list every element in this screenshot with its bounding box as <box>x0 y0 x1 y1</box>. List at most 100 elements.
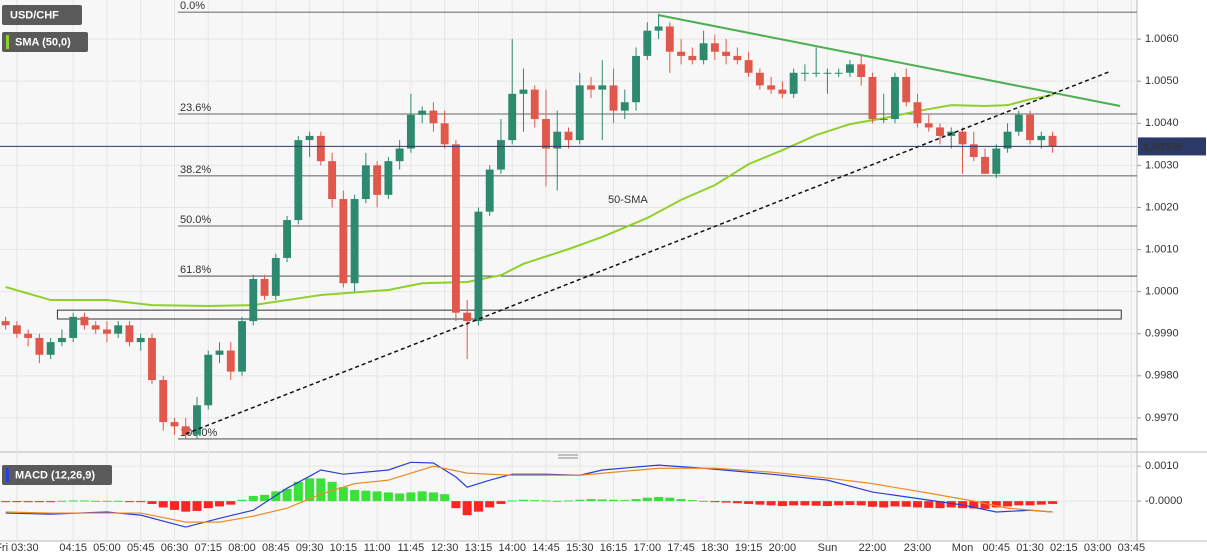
x-tick-label: 10:15 <box>330 542 358 554</box>
histogram-bar <box>609 499 619 502</box>
candle-body <box>406 114 415 149</box>
x-tick-label: 13:15 <box>465 542 493 554</box>
histogram-bar <box>158 501 168 508</box>
legend-label: USD/CHF <box>10 9 59 21</box>
histogram-bar <box>811 501 821 506</box>
histogram-bar <box>935 501 945 509</box>
candle-body <box>80 316 89 326</box>
candle-body <box>170 422 179 427</box>
support-zone <box>56 309 1122 320</box>
histogram-bar <box>800 501 810 506</box>
x-tick-label: 11:00 <box>364 542 391 554</box>
histogram-bar <box>867 501 877 507</box>
legend-swatch <box>6 35 9 49</box>
histogram-bar <box>980 501 990 509</box>
histogram-bar <box>530 500 540 502</box>
histogram-bar <box>327 481 337 502</box>
x-tick-label: 03:45 <box>1118 542 1146 554</box>
histogram-bar <box>428 492 438 502</box>
candle-body <box>755 72 764 86</box>
histogram-bar <box>12 501 22 503</box>
histogram-bar <box>147 501 157 504</box>
candle-body <box>238 321 246 372</box>
candle-body <box>485 169 494 212</box>
histogram-bar <box>822 501 832 507</box>
x-tick-label: 07:15 <box>194 542 222 554</box>
candle-body <box>936 127 944 136</box>
histogram-bar <box>91 500 101 502</box>
histogram-bar <box>845 501 855 505</box>
candle-body <box>474 211 483 322</box>
candle-body <box>294 140 303 221</box>
histogram-bar <box>169 501 179 510</box>
histogram-bar <box>102 500 112 502</box>
candle-body <box>868 76 877 120</box>
candle-body <box>902 76 911 103</box>
candle-body <box>834 72 843 74</box>
candle-body <box>1037 135 1046 141</box>
fib-label: 61.8% <box>180 264 211 276</box>
candle-body <box>361 165 370 200</box>
histogram-bar <box>406 492 416 502</box>
histogram-bar <box>687 500 697 502</box>
candle-body <box>1048 135 1057 147</box>
x-tick-label: 15:30 <box>566 542 594 554</box>
histogram-bar <box>575 499 585 502</box>
candle-body <box>688 55 697 61</box>
candle-body <box>778 89 787 94</box>
histogram-bar <box>34 501 44 503</box>
candle-body <box>193 405 201 435</box>
histogram-bar <box>451 501 461 509</box>
x-tick-label: 20:00 <box>769 542 797 554</box>
histogram-bar <box>721 501 731 503</box>
x-tick-label: 23:00 <box>904 542 932 554</box>
candle-body <box>339 199 348 284</box>
x-tick-label: Mon <box>952 542 973 554</box>
x-tick-label: 02:15 <box>1050 542 1078 554</box>
histogram-bar <box>518 499 528 502</box>
histogram-bar <box>597 499 607 502</box>
histogram-bar <box>485 501 495 508</box>
candle-body <box>620 102 629 111</box>
candle-body <box>328 161 337 200</box>
candle-body <box>148 337 156 381</box>
candle-body <box>643 30 652 56</box>
histogram-bar <box>305 478 315 502</box>
candle-body <box>857 64 866 77</box>
histogram-bar <box>1 501 11 503</box>
histogram-bar <box>710 501 720 503</box>
candle-body <box>350 199 359 284</box>
histogram-bar <box>631 499 641 502</box>
histogram-bar <box>57 500 67 502</box>
legend-box[interactable] <box>2 32 88 52</box>
trendline <box>185 71 1110 435</box>
candle-body <box>981 156 989 174</box>
histogram-bar <box>507 500 517 502</box>
legend-box[interactable] <box>2 465 112 485</box>
candle-body <box>891 76 899 120</box>
histogram-bar <box>946 501 956 508</box>
trendline <box>658 14 1121 107</box>
histogram-bar <box>136 501 146 503</box>
x-tick-label: 03:00 <box>1084 542 1112 554</box>
candle-body <box>992 148 1001 174</box>
candle-body <box>542 119 550 149</box>
candle-body <box>677 51 686 56</box>
y-tick-label: 0.9970 <box>1145 412 1179 424</box>
y-tick-label: 1.0030 <box>1145 159 1179 171</box>
candle-body <box>744 60 753 73</box>
candle-body <box>440 123 449 145</box>
candle-body <box>587 85 595 90</box>
histogram-bar <box>777 501 787 507</box>
candle-body <box>913 102 922 124</box>
histogram-bar <box>991 501 1001 508</box>
candle-body <box>103 329 111 334</box>
x-tick-label: 05:00 <box>93 542 121 554</box>
candle-body <box>1 321 10 326</box>
legend-box[interactable] <box>2 5 82 25</box>
histogram-bar <box>316 478 326 502</box>
histogram-bar <box>46 501 56 503</box>
histogram-bar <box>124 501 134 503</box>
candle-body <box>969 144 978 157</box>
